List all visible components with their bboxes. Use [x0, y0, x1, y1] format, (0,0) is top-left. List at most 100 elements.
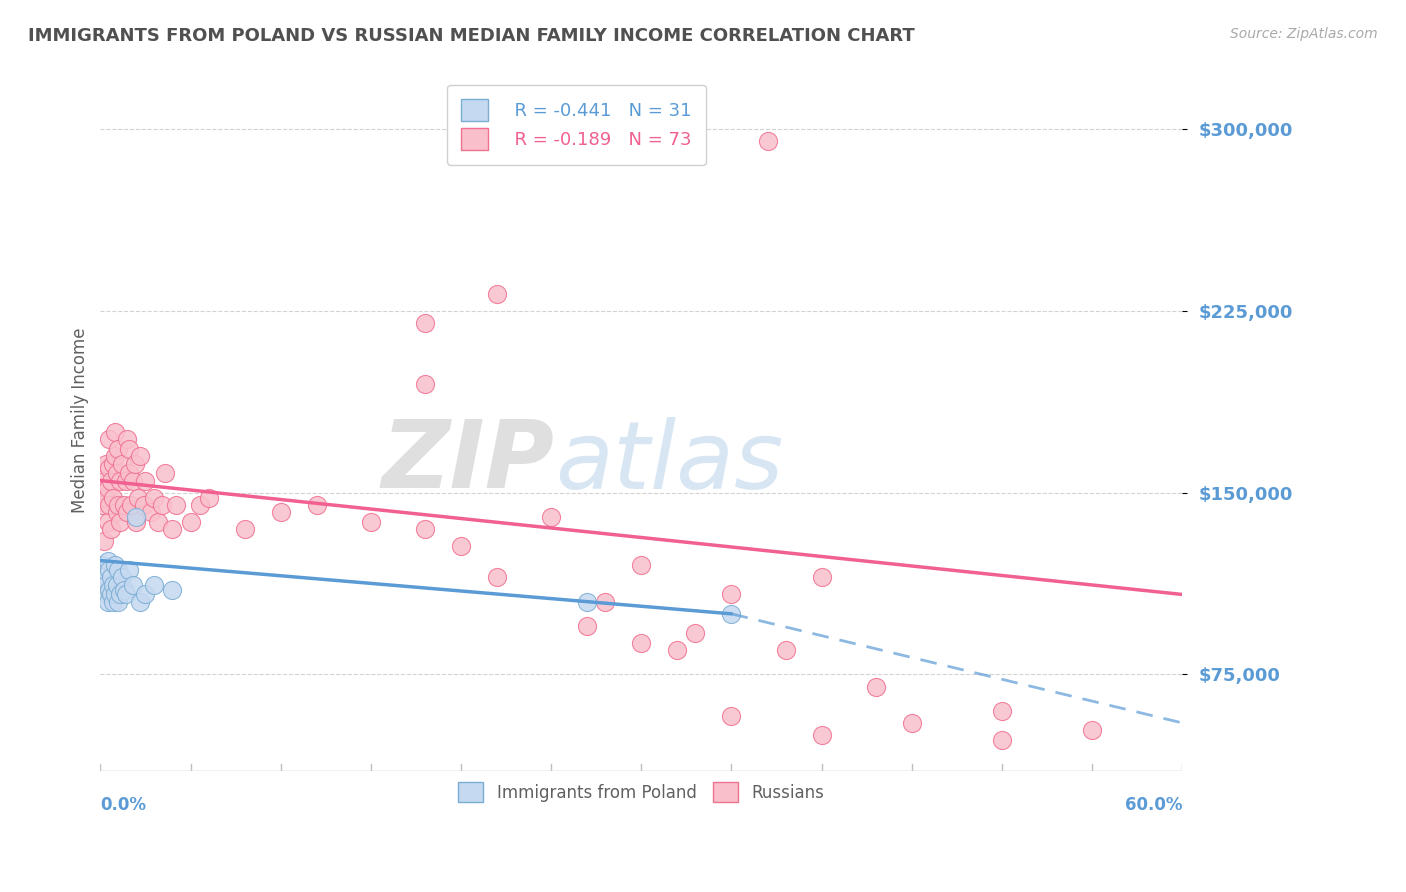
Point	[134, 474, 156, 488]
Point	[98, 563, 121, 577]
Point	[132, 498, 155, 512]
Point	[112, 582, 135, 597]
Point	[98, 498, 121, 512]
Point	[121, 578, 143, 592]
Point	[98, 582, 121, 597]
Point	[120, 498, 142, 512]
Point	[105, 578, 128, 592]
Point	[107, 563, 129, 577]
Point	[121, 474, 143, 488]
Point	[576, 619, 599, 633]
Point	[98, 461, 121, 475]
Point	[117, 505, 139, 519]
Point	[97, 595, 120, 609]
Point	[162, 522, 184, 536]
Point	[155, 467, 177, 481]
Point	[93, 534, 115, 549]
Point	[720, 587, 742, 601]
Point	[720, 607, 742, 621]
Text: 0.0%: 0.0%	[100, 796, 146, 814]
Legend: Immigrants from Poland, Russians: Immigrants from Poland, Russians	[444, 769, 838, 816]
Point	[188, 498, 211, 512]
Text: 60.0%: 60.0%	[1125, 796, 1182, 814]
Point	[107, 442, 129, 456]
Text: Source: ZipAtlas.com: Source: ZipAtlas.com	[1230, 27, 1378, 41]
Point	[900, 715, 922, 730]
Point	[105, 505, 128, 519]
Point	[111, 457, 134, 471]
Point	[97, 515, 120, 529]
Point	[179, 515, 201, 529]
Point	[233, 522, 256, 536]
Point	[118, 563, 141, 577]
Point	[93, 474, 115, 488]
Point	[1081, 723, 1104, 738]
Point	[666, 127, 689, 141]
Point	[150, 498, 173, 512]
Point	[146, 515, 169, 529]
Point	[413, 376, 436, 391]
Point	[100, 570, 122, 584]
Point	[810, 570, 832, 584]
Point	[486, 570, 509, 584]
Point	[127, 491, 149, 505]
Point	[270, 505, 292, 519]
Point	[124, 457, 146, 471]
Point	[756, 134, 779, 148]
Point	[97, 481, 120, 495]
Point	[104, 558, 127, 573]
Point	[125, 509, 148, 524]
Point	[105, 467, 128, 481]
Y-axis label: Median Family Income: Median Family Income	[72, 327, 89, 513]
Point	[94, 578, 117, 592]
Point	[125, 515, 148, 529]
Point	[93, 563, 115, 577]
Point	[865, 680, 887, 694]
Point	[108, 515, 131, 529]
Point	[104, 587, 127, 601]
Point	[413, 316, 436, 330]
Point	[576, 122, 599, 136]
Point	[117, 433, 139, 447]
Point	[101, 457, 124, 471]
Point	[94, 491, 117, 505]
Point	[111, 570, 134, 584]
Point	[91, 558, 114, 573]
Point	[107, 595, 129, 609]
Point	[98, 433, 121, 447]
Point	[139, 505, 162, 519]
Point	[101, 491, 124, 505]
Point	[108, 474, 131, 488]
Point	[413, 522, 436, 536]
Point	[108, 587, 131, 601]
Point	[810, 728, 832, 742]
Point	[114, 474, 136, 488]
Point	[93, 570, 115, 584]
Point	[775, 643, 797, 657]
Point	[991, 704, 1014, 718]
Point	[107, 498, 129, 512]
Point	[129, 450, 152, 464]
Point	[101, 578, 124, 592]
Point	[101, 595, 124, 609]
Point	[666, 643, 689, 657]
Point	[685, 626, 707, 640]
Point	[360, 515, 382, 529]
Point	[540, 509, 562, 524]
Point	[100, 474, 122, 488]
Point	[129, 595, 152, 609]
Point	[593, 595, 616, 609]
Point	[91, 498, 114, 512]
Point	[720, 708, 742, 723]
Point	[97, 553, 120, 567]
Point	[991, 732, 1014, 747]
Point	[118, 467, 141, 481]
Point	[450, 539, 472, 553]
Text: ZIP: ZIP	[382, 417, 555, 508]
Point	[165, 498, 187, 512]
Point	[134, 587, 156, 601]
Point	[685, 117, 707, 131]
Point	[305, 498, 328, 512]
Point	[630, 636, 652, 650]
Point	[104, 450, 127, 464]
